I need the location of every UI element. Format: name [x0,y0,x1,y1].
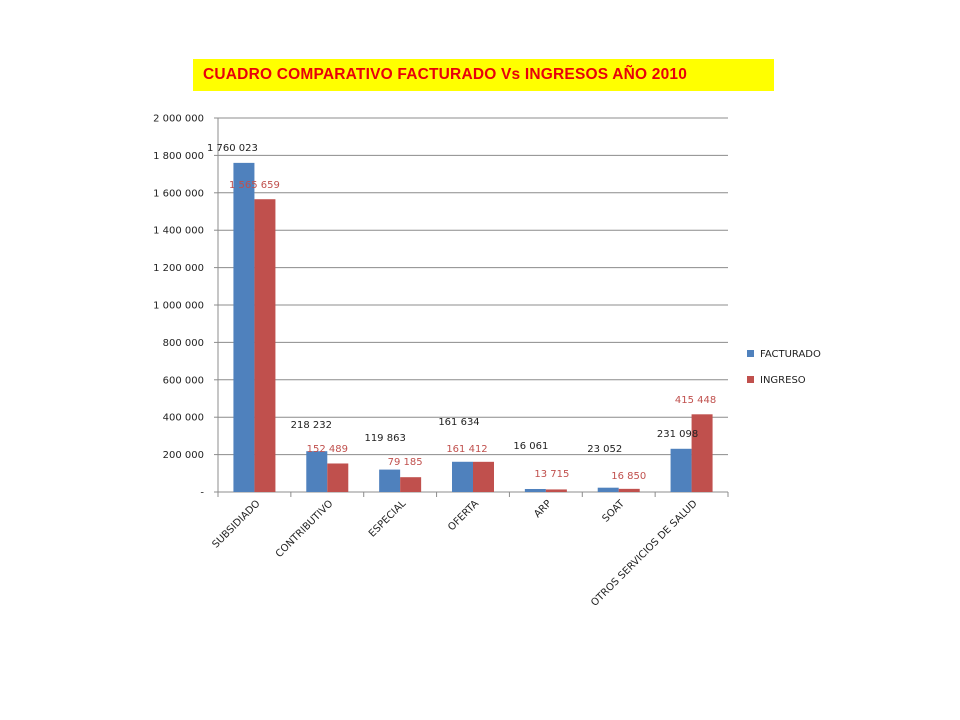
legend-label-ingreso: INGRESO [760,375,806,386]
bar-ingreso [473,461,494,492]
data-label-ingreso: 161 412 [446,444,487,455]
chart-title: CUADRO COMPARATIVO FACTURADO Vs INGRESOS… [203,66,688,83]
y-tick-label: 800 000 [163,338,204,349]
data-label-facturado: 119 863 [364,433,405,444]
legend-label-facturado: FACTURADO [760,349,821,360]
y-tick-label: 200 000 [163,450,204,461]
bar-facturado [597,487,619,492]
y-tick-label: 1 400 000 [153,226,204,237]
data-label-ingreso: 16 850 [611,471,646,482]
bar-facturado [524,488,546,492]
bar-ingreso [254,199,276,492]
y-tick-label: 1 600 000 [153,188,204,199]
y-tick-label: 1 200 000 [153,263,204,274]
bar-ingreso [400,477,422,492]
category-label: OFERTA [446,498,481,533]
data-label-ingreso: 13 715 [534,469,569,480]
legend-swatch-ingreso [747,376,754,383]
y-tick-label: - [200,488,204,499]
y-tick-label: 1 800 000 [153,151,204,162]
bar-facturado [670,448,692,492]
category-label: SOAT [601,498,628,525]
bar-facturado [306,451,328,492]
data-label-ingreso: 79 185 [388,457,423,468]
y-tick-label: 400 000 [163,413,204,424]
data-label-facturado: 1 760 023 [207,143,258,154]
bar-ingreso [691,414,713,492]
category-label: CONTRIBUTIVO [274,498,336,560]
y-tick-label: 2 000 000 [153,114,204,125]
bar-ingreso [618,488,640,492]
data-label-facturado: 23 052 [587,444,622,455]
data-label-facturado: 161 634 [438,417,479,428]
bar-ingreso [545,489,567,492]
data-label-facturado: 16 061 [513,441,548,452]
category-label: ARP [532,498,554,520]
data-label-ingreso: 1 565 659 [229,180,280,191]
y-tick-label: 1 000 000 [153,301,204,312]
data-label-facturado: 218 232 [291,420,332,431]
data-label-facturado: 231 098 [657,429,698,440]
y-tick-label: 600 000 [163,375,204,386]
bar-facturado [452,461,473,492]
data-label-ingreso: 415 448 [675,395,716,406]
chart-title-box: CUADRO COMPARATIVO FACTURADO Vs INGRESOS… [193,59,774,91]
category-label: SUBSIDIADO [210,498,262,550]
legend-swatch-facturado [747,350,754,357]
category-label: ESPECIAL [367,498,409,540]
data-label-ingreso: 152 489 [307,444,348,455]
bar-facturado [379,469,401,492]
bar-ingreso [327,463,349,492]
bar-facturado [233,162,255,492]
